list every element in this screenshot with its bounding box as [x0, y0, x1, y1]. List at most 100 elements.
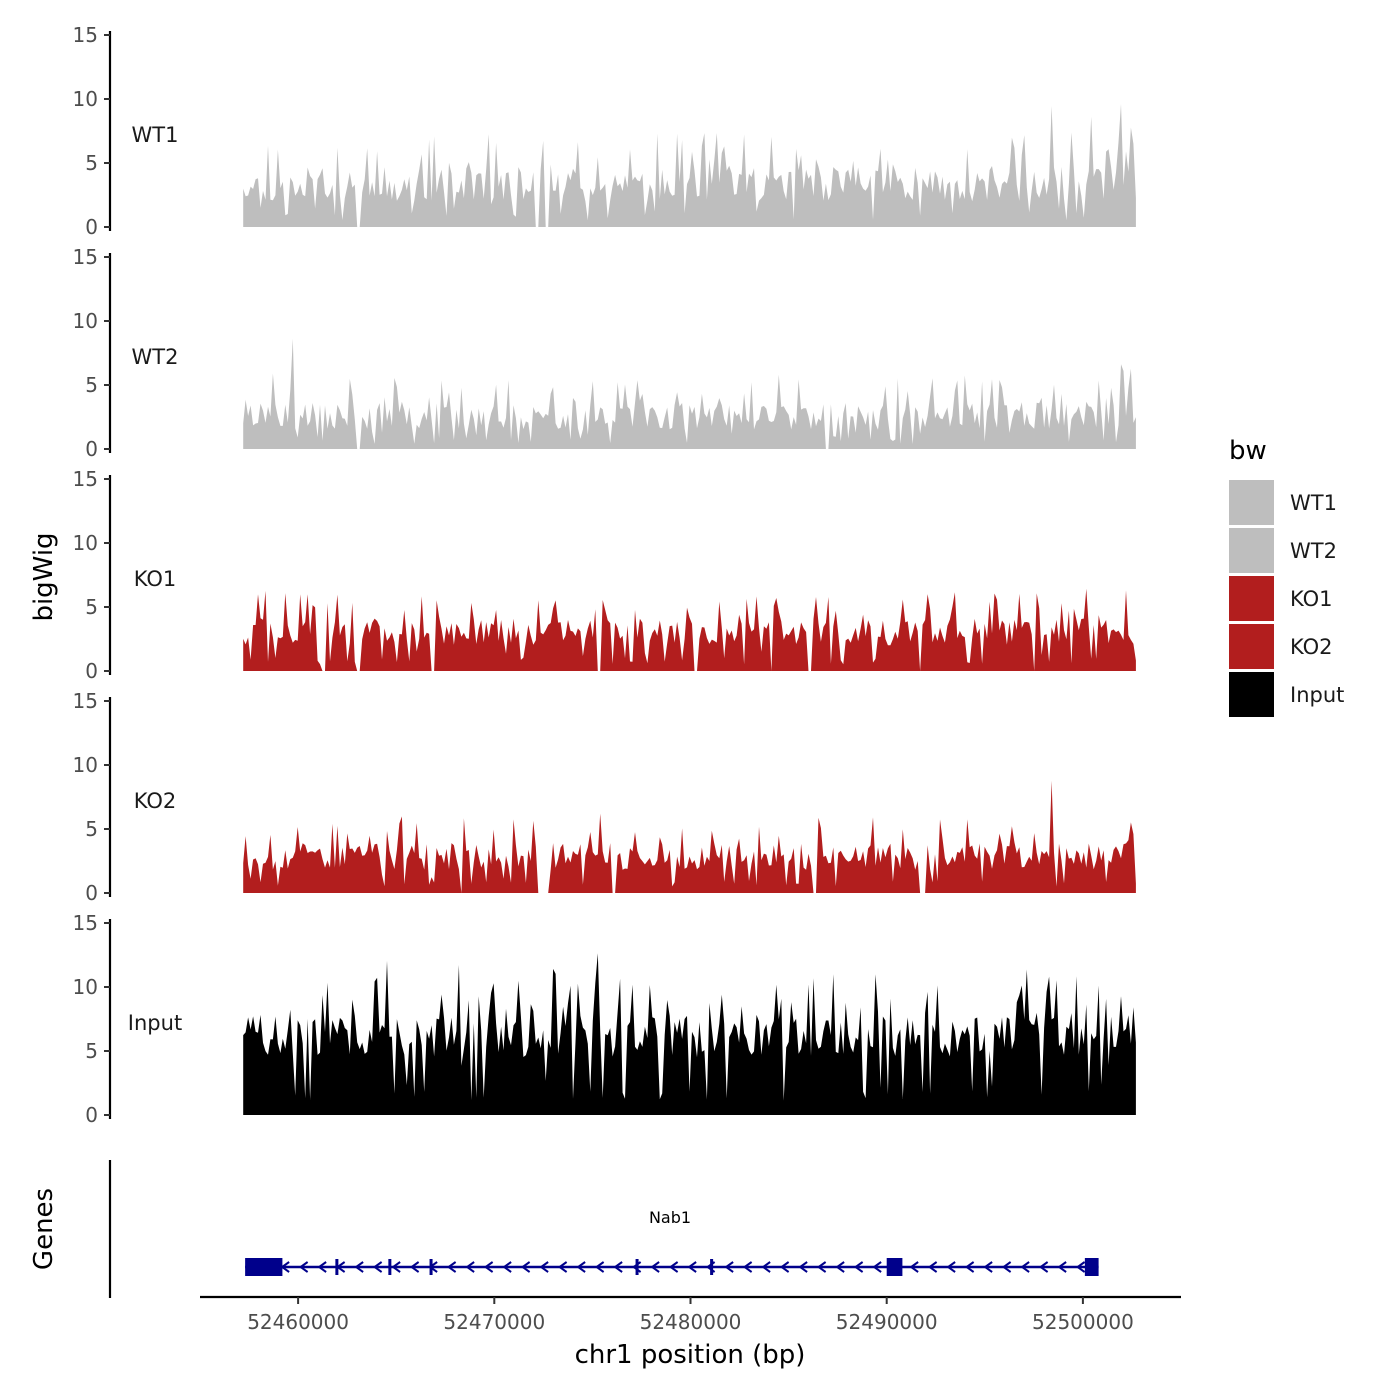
x-tick-label: 52490000 — [836, 1310, 938, 1334]
gene-strand-arrow — [816, 1261, 827, 1273]
y-tick-label: 15 — [73, 467, 98, 491]
legend-swatch — [1229, 576, 1274, 621]
y-tick-label: 5 — [85, 373, 98, 397]
y-tick-label: 0 — [85, 659, 98, 683]
gene-exon — [429, 1259, 433, 1275]
y-tick-label: 15 — [73, 245, 98, 269]
gene-strand-arrow — [835, 1261, 845, 1273]
gene-strand-arrow — [964, 1261, 975, 1273]
gene-strand-arrow — [983, 1261, 993, 1273]
gene-strand-arrow — [687, 1261, 697, 1273]
legend-label: Input — [1290, 683, 1344, 707]
legend: bw WT1 WT2 KO1 KO2 Input — [1229, 436, 1344, 717]
signal-area — [243, 953, 1136, 1115]
gene-strand-arrow — [798, 1261, 808, 1273]
gene-strand-arrow — [742, 1261, 753, 1273]
gene-strand-arrow — [557, 1261, 568, 1273]
y-tick-label: 15 — [73, 23, 98, 47]
legend-swatch — [1229, 672, 1274, 717]
genes-axis-title: Genes — [29, 1188, 59, 1270]
y-tick-label: 0 — [85, 881, 98, 905]
track-wt1: 0 5 10 15 WT1 — [73, 23, 1136, 239]
gene-strand-arrow — [576, 1261, 586, 1273]
y-tick-label: 10 — [73, 309, 98, 333]
gene-strand-arrow — [465, 1261, 475, 1273]
gene-strand-arrow — [520, 1261, 531, 1273]
gene-strand-arrow — [1075, 1261, 1086, 1273]
gene-strand-arrow — [446, 1261, 457, 1273]
signal-area — [243, 338, 1136, 449]
y-tick-label: 0 — [85, 1103, 98, 1127]
gene-strand-arrow — [909, 1261, 919, 1273]
y-tick-label: 5 — [85, 817, 98, 841]
gene-strand-arrow — [927, 1261, 938, 1273]
y-tick-label: 0 — [85, 437, 98, 461]
gene-strand-arrow — [853, 1261, 864, 1273]
legend-swatch — [1229, 528, 1274, 573]
y-tick-label: 10 — [73, 975, 98, 999]
gene-strand-arrow — [1038, 1261, 1049, 1273]
gene-strand-arrow — [502, 1261, 512, 1273]
legend-title: bw — [1229, 436, 1267, 466]
gene-strand-arrow — [724, 1261, 734, 1273]
legend-label: WT1 — [1290, 491, 1337, 515]
gene-strand-arrow — [613, 1261, 623, 1273]
gene-strand-arrow — [946, 1261, 956, 1273]
legend-swatch — [1229, 480, 1274, 525]
gene-strand-arrow — [594, 1261, 605, 1273]
track-wt2: 0 5 10 15 WT2 — [73, 245, 1136, 461]
gene-exon — [388, 1259, 392, 1275]
gene-exon — [335, 1259, 339, 1275]
signal-area — [243, 588, 1136, 671]
gene-strand-arrow — [1057, 1261, 1067, 1273]
x-axis: 52460000 52470000 52480000 52490000 52500000… — [200, 1295, 1181, 1370]
y-tick-label: 5 — [85, 151, 98, 175]
signal-area — [243, 780, 1136, 893]
y-tick-label: 5 — [85, 595, 98, 619]
legend-label: WT2 — [1290, 539, 1337, 563]
y-tick-label: 5 — [85, 1039, 98, 1063]
gene-strand-arrow — [668, 1261, 679, 1273]
gene-strand-arrow — [539, 1261, 549, 1273]
gene-exon — [710, 1259, 714, 1275]
gene-strand-arrow — [872, 1261, 882, 1273]
gene-strand-arrow — [1001, 1261, 1012, 1273]
gene-strand-arrow — [1020, 1261, 1030, 1273]
x-tick-label: 52480000 — [640, 1310, 742, 1334]
x-tick-label: 52460000 — [247, 1310, 349, 1334]
y-tick-label: 10 — [73, 531, 98, 555]
y-axis-title: bigWig — [29, 532, 59, 621]
track-ko2: 0 5 10 15 KO2 — [73, 689, 1136, 905]
gene-exon — [886, 1258, 903, 1276]
y-tick-label: 0 — [85, 215, 98, 239]
track-input: 0 5 10 15 Input — [73, 911, 1136, 1127]
x-axis-title: chr1 position (bp) — [575, 1340, 806, 1370]
gene-strand-arrow — [372, 1261, 383, 1273]
gene-strand-arrow — [298, 1261, 309, 1273]
gene-strand-arrow — [409, 1261, 420, 1273]
legend-label: KO1 — [1290, 587, 1333, 611]
gene-exon — [245, 1258, 283, 1276]
x-tick-label: 52500000 — [1032, 1310, 1134, 1334]
y-tick-label: 10 — [73, 753, 98, 777]
gene-exon — [635, 1259, 639, 1275]
track-label: WT2 — [132, 345, 179, 369]
gene-strand-arrow — [391, 1261, 401, 1273]
track-ko1: 0 5 10 15 KO1 — [73, 467, 1136, 683]
y-tick-label: 15 — [73, 689, 98, 713]
gene-strand-arrow — [650, 1261, 660, 1273]
track-label: KO2 — [134, 789, 177, 813]
gene-strand-arrow — [317, 1261, 327, 1273]
track-label: Input — [128, 1011, 182, 1035]
legend-swatch — [1229, 624, 1274, 669]
y-tick-label: 15 — [73, 911, 98, 935]
genes-panel: Genes Nab1 — [29, 1160, 1099, 1298]
y-tick-label: 10 — [73, 87, 98, 111]
legend-label: KO2 — [1290, 635, 1333, 659]
x-tick-label: 52470000 — [443, 1310, 545, 1334]
gene-exon — [1084, 1258, 1099, 1276]
track-label: WT1 — [132, 123, 179, 147]
track-label: KO1 — [134, 567, 177, 591]
gene-label: Nab1 — [649, 1208, 691, 1227]
